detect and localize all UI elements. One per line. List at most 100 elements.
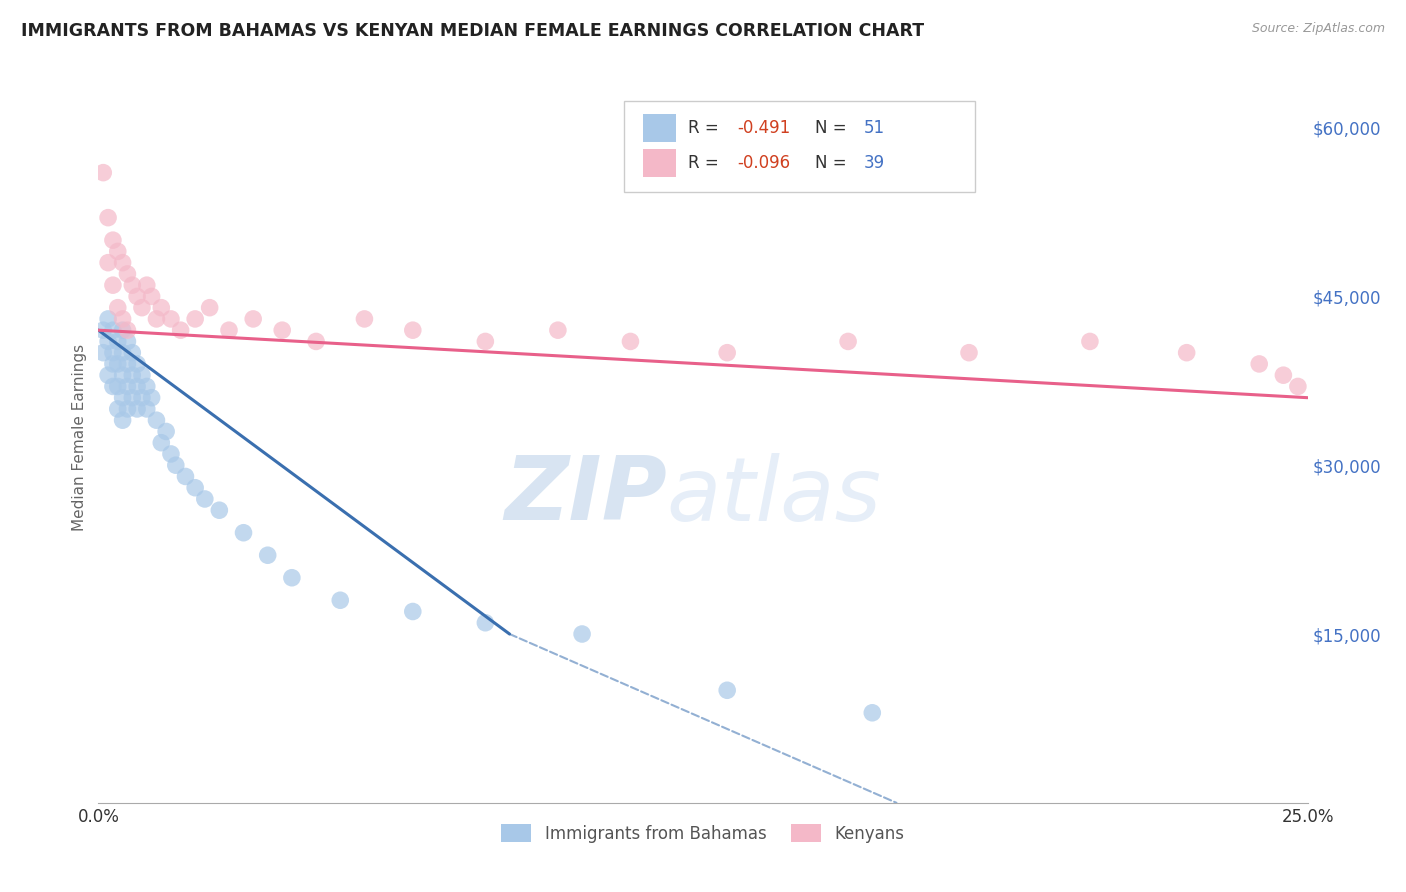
Point — [150, 435, 173, 450]
Point — [111, 368, 134, 383]
Point — [97, 255, 120, 269]
Point — [141, 289, 163, 303]
Point — [218, 323, 240, 337]
Point — [107, 379, 129, 393]
Point — [474, 334, 496, 349]
Point — [101, 233, 124, 247]
Point — [97, 368, 120, 383]
Point — [571, 627, 593, 641]
Point — [198, 301, 221, 315]
Text: -0.491: -0.491 — [737, 119, 790, 136]
Point — [121, 391, 143, 405]
Point — [256, 548, 278, 562]
Point — [117, 267, 139, 281]
Point — [1175, 345, 1198, 359]
Point — [160, 447, 183, 461]
Point — [127, 379, 149, 393]
Point — [101, 379, 124, 393]
Point — [101, 357, 124, 371]
Legend: Immigrants from Bahamas, Kenyans: Immigrants from Bahamas, Kenyans — [495, 818, 911, 849]
Point — [353, 312, 375, 326]
Point — [131, 368, 153, 383]
Point — [91, 166, 114, 180]
Point — [111, 345, 134, 359]
Point — [141, 391, 163, 405]
Point — [121, 368, 143, 383]
Point — [160, 312, 183, 326]
Point — [127, 357, 149, 371]
Point — [716, 345, 738, 359]
Point — [402, 323, 425, 337]
Point — [111, 413, 134, 427]
Point — [145, 413, 167, 427]
Point — [135, 278, 157, 293]
Point — [184, 481, 207, 495]
Point — [97, 211, 120, 225]
Point — [150, 301, 173, 315]
Point — [155, 425, 177, 439]
Point — [165, 458, 187, 473]
Point — [117, 379, 139, 393]
Point — [127, 289, 149, 303]
Text: IMMIGRANTS FROM BAHAMAS VS KENYAN MEDIAN FEMALE EARNINGS CORRELATION CHART: IMMIGRANTS FROM BAHAMAS VS KENYAN MEDIAN… — [21, 22, 924, 40]
Point — [101, 323, 124, 337]
Point — [117, 323, 139, 337]
Text: ZIP: ZIP — [503, 452, 666, 539]
Text: R =: R = — [689, 119, 724, 136]
Point — [101, 345, 124, 359]
Text: 39: 39 — [863, 153, 884, 172]
Point — [131, 391, 153, 405]
Bar — [643, 114, 676, 142]
Point — [101, 278, 124, 293]
Point — [121, 345, 143, 359]
Point — [305, 334, 328, 349]
Point — [1272, 368, 1295, 383]
Point — [111, 391, 134, 405]
Point — [91, 345, 114, 359]
Point — [135, 379, 157, 393]
Point — [860, 706, 883, 720]
Point — [127, 401, 149, 416]
Point — [957, 345, 980, 359]
Point — [1286, 379, 1309, 393]
Text: atlas: atlas — [666, 452, 882, 539]
Point — [402, 605, 425, 619]
Point — [174, 469, 197, 483]
Point — [184, 312, 207, 326]
Point — [837, 334, 859, 349]
Point — [117, 357, 139, 371]
Y-axis label: Median Female Earnings: Median Female Earnings — [72, 343, 87, 531]
Point — [474, 615, 496, 630]
Text: -0.096: -0.096 — [737, 153, 790, 172]
Point — [117, 401, 139, 416]
Text: Source: ZipAtlas.com: Source: ZipAtlas.com — [1251, 22, 1385, 36]
Point — [111, 312, 134, 326]
Point — [271, 323, 294, 337]
Point — [111, 255, 134, 269]
Point — [547, 323, 569, 337]
FancyBboxPatch shape — [624, 101, 976, 192]
Point — [111, 323, 134, 337]
Bar — [643, 149, 676, 177]
Point — [97, 312, 120, 326]
Text: 51: 51 — [863, 119, 884, 136]
Point — [1249, 357, 1271, 371]
Point — [281, 571, 304, 585]
Point — [107, 244, 129, 259]
Point — [329, 593, 352, 607]
Point — [169, 323, 191, 337]
Point — [121, 278, 143, 293]
Point — [97, 334, 120, 349]
Point — [194, 491, 217, 506]
Point — [107, 401, 129, 416]
Text: N =: N = — [815, 119, 852, 136]
Point — [232, 525, 254, 540]
Point — [716, 683, 738, 698]
Point — [107, 334, 129, 349]
Point — [619, 334, 641, 349]
Point — [208, 503, 231, 517]
Point — [91, 323, 114, 337]
Point — [131, 301, 153, 315]
Point — [145, 312, 167, 326]
Text: R =: R = — [689, 153, 724, 172]
